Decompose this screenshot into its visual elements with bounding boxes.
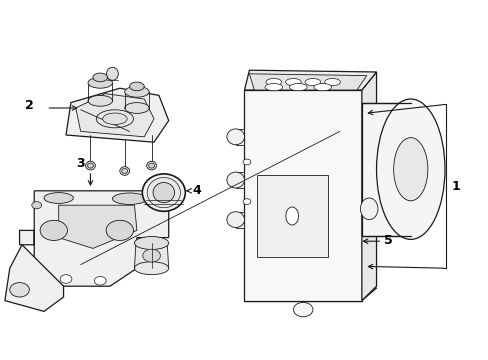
Ellipse shape	[379, 107, 441, 231]
Ellipse shape	[305, 78, 320, 86]
Ellipse shape	[376, 99, 444, 239]
Polygon shape	[20, 191, 168, 286]
Polygon shape	[134, 243, 168, 268]
Text: 1: 1	[451, 180, 460, 193]
Ellipse shape	[120, 167, 129, 175]
Text: 5: 5	[383, 234, 392, 247]
Ellipse shape	[106, 67, 118, 80]
Ellipse shape	[153, 183, 174, 203]
Polygon shape	[5, 245, 63, 311]
Ellipse shape	[44, 193, 73, 203]
Ellipse shape	[243, 199, 250, 204]
Ellipse shape	[226, 172, 244, 188]
Polygon shape	[361, 72, 376, 301]
Ellipse shape	[134, 262, 168, 275]
Ellipse shape	[96, 110, 133, 128]
Polygon shape	[244, 90, 361, 301]
Polygon shape	[66, 88, 168, 142]
Ellipse shape	[94, 276, 106, 285]
Polygon shape	[244, 70, 376, 90]
Ellipse shape	[360, 198, 377, 220]
Polygon shape	[76, 94, 154, 137]
Ellipse shape	[129, 82, 144, 91]
Ellipse shape	[148, 163, 154, 168]
Ellipse shape	[393, 138, 427, 201]
Ellipse shape	[124, 86, 149, 97]
Ellipse shape	[142, 174, 185, 211]
Ellipse shape	[226, 129, 244, 145]
Ellipse shape	[102, 113, 127, 125]
Ellipse shape	[134, 237, 168, 249]
Ellipse shape	[313, 84, 331, 91]
Ellipse shape	[264, 84, 282, 91]
Ellipse shape	[85, 161, 95, 170]
Ellipse shape	[93, 73, 107, 82]
Ellipse shape	[324, 78, 340, 86]
Ellipse shape	[10, 283, 29, 297]
Ellipse shape	[124, 103, 149, 113]
Ellipse shape	[243, 159, 250, 165]
Ellipse shape	[289, 84, 306, 91]
Ellipse shape	[293, 302, 312, 317]
Text: 3: 3	[76, 157, 84, 170]
Ellipse shape	[142, 249, 160, 262]
Polygon shape	[235, 172, 244, 188]
Ellipse shape	[88, 77, 112, 88]
Ellipse shape	[106, 220, 133, 240]
Ellipse shape	[226, 212, 244, 228]
Ellipse shape	[285, 78, 301, 86]
Polygon shape	[235, 212, 244, 228]
Ellipse shape	[265, 78, 281, 86]
Ellipse shape	[122, 168, 127, 174]
Text: 4: 4	[192, 184, 201, 197]
Ellipse shape	[40, 220, 67, 240]
Ellipse shape	[112, 193, 146, 204]
Text: 2: 2	[25, 99, 34, 112]
Ellipse shape	[88, 95, 112, 106]
Polygon shape	[249, 74, 366, 90]
Polygon shape	[361, 103, 410, 236]
Ellipse shape	[146, 161, 156, 170]
Ellipse shape	[147, 177, 180, 208]
Ellipse shape	[285, 207, 298, 225]
Ellipse shape	[32, 202, 41, 209]
Ellipse shape	[60, 275, 72, 283]
Ellipse shape	[87, 163, 93, 168]
Polygon shape	[59, 205, 137, 248]
Polygon shape	[235, 129, 244, 145]
Polygon shape	[256, 175, 327, 257]
